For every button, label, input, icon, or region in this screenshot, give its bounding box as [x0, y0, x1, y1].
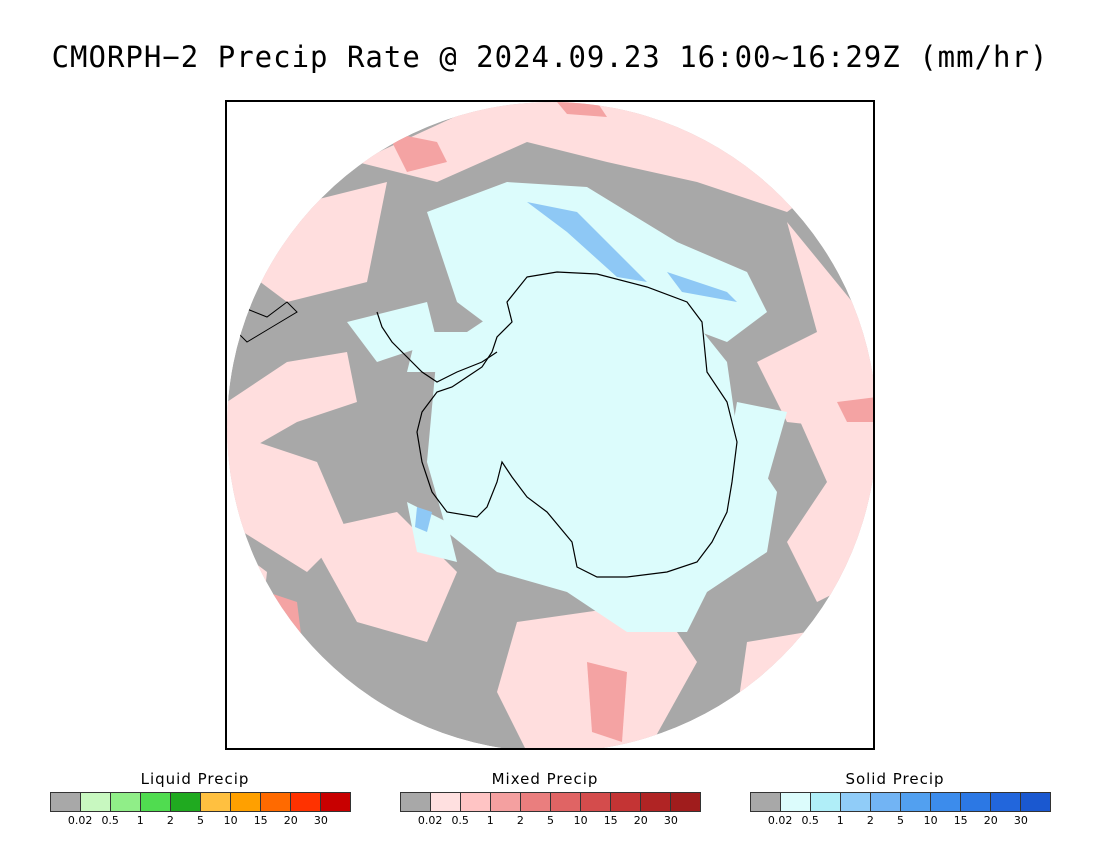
color-swatch — [461, 793, 491, 811]
tick-label: 5 — [197, 814, 204, 827]
color-swatch — [261, 793, 291, 811]
mixed-precip-region — [557, 102, 607, 117]
mixed-precip-region — [587, 662, 627, 742]
solid-precip-region — [667, 272, 737, 302]
solid-precip-region — [527, 202, 647, 282]
mixed-precip-region — [757, 222, 873, 432]
tick-label: 0.02 — [767, 814, 793, 827]
tick-label: 2 — [516, 814, 524, 827]
color-swatch — [321, 793, 350, 811]
mixed-precip-region — [387, 132, 447, 172]
tick-label: 1 — [136, 814, 144, 827]
tick-label: 30 — [313, 814, 328, 827]
tick-label: 2 — [166, 814, 174, 827]
legend-title: Liquid Precip — [140, 770, 250, 788]
tick-labels: 0.02 0.5 1 2 5 10 15 20 30 — [40, 812, 350, 828]
color-swatch — [961, 793, 991, 811]
tick-label: 30 — [663, 814, 678, 827]
color-swatch — [551, 793, 581, 811]
precip-field — [227, 102, 873, 748]
tick-label: 1 — [836, 814, 844, 827]
color-swatch — [401, 793, 431, 811]
color-bar — [400, 792, 701, 812]
color-swatch — [781, 793, 811, 811]
legend-liquid: Liquid Precip 0.02 0.5 1 2 5 10 15 20 30 — [40, 770, 351, 828]
color-swatch — [641, 793, 671, 811]
color-bar — [750, 792, 1051, 812]
tick-label: 10 — [223, 814, 238, 827]
color-swatch — [901, 793, 931, 811]
color-swatch — [811, 793, 841, 811]
antarctic-peninsula-coastline — [376, 311, 498, 383]
color-swatch — [931, 793, 961, 811]
color-swatch — [81, 793, 111, 811]
tick-label: 20 — [983, 814, 998, 827]
tick-label: 15 — [603, 814, 618, 827]
tick-label: 20 — [283, 814, 298, 827]
legend-mixed: Mixed Precip 0.02 0.5 1 2 5 10 15 20 30 — [390, 770, 701, 828]
tick-label: 0.5 — [101, 814, 119, 827]
solid-precip-region — [415, 507, 432, 532]
tick-label: 15 — [253, 814, 268, 827]
color-swatch — [611, 793, 641, 811]
solid-precip-region — [427, 282, 777, 632]
color-swatch — [521, 793, 551, 811]
color-swatch — [111, 793, 141, 811]
color-swatch — [291, 793, 321, 811]
tick-labels: 0.02 0.5 1 2 5 10 15 20 30 — [390, 812, 700, 828]
tick-label: 2 — [866, 814, 874, 827]
color-swatch — [1021, 793, 1050, 811]
map-frame — [225, 100, 875, 750]
tick-label: 0.5 — [451, 814, 469, 827]
color-swatch — [231, 793, 261, 811]
tick-label: 15 — [953, 814, 968, 827]
color-swatch — [51, 793, 81, 811]
antarctica-coastline — [416, 271, 738, 578]
tick-label: 30 — [1013, 814, 1028, 827]
tick-label: 0.02 — [417, 814, 443, 827]
mixed-precip-region — [227, 352, 357, 462]
tick-label: 0.5 — [801, 814, 819, 827]
color-swatch — [491, 793, 521, 811]
color-swatch — [751, 793, 781, 811]
solid-precip-region — [727, 402, 787, 482]
mixed-precip-region — [837, 397, 873, 422]
color-bar — [50, 792, 351, 812]
solid-precip-region — [347, 302, 437, 362]
legend-solid: Solid Precip 0.02 0.5 1 2 5 10 15 20 30 — [740, 770, 1051, 828]
tick-label: 10 — [573, 814, 588, 827]
color-swatch — [991, 793, 1021, 811]
tick-label: 5 — [547, 814, 554, 827]
tick-label: 1 — [486, 814, 494, 827]
tick-label: 10 — [923, 814, 938, 827]
legend-title: Solid Precip — [845, 770, 945, 788]
tick-label: 20 — [633, 814, 648, 827]
color-swatch — [201, 793, 231, 811]
mixed-precip-region — [737, 622, 867, 748]
tick-label: 0.02 — [67, 814, 93, 827]
tick-labels: 0.02 0.5 1 2 5 10 15 20 30 — [740, 812, 1050, 828]
color-swatch — [581, 793, 611, 811]
color-swatch — [171, 793, 201, 811]
color-swatch — [141, 793, 171, 811]
color-swatch — [431, 793, 461, 811]
polar-precip-map — [227, 102, 873, 748]
legend-title: Mixed Precip — [491, 770, 599, 788]
color-swatch — [841, 793, 871, 811]
color-swatch — [671, 793, 700, 811]
tick-label: 5 — [897, 814, 904, 827]
color-swatch — [871, 793, 901, 811]
map-title: CMORPH−2 Precip Rate @ 2024.09.23 16:00~… — [51, 40, 1049, 74]
